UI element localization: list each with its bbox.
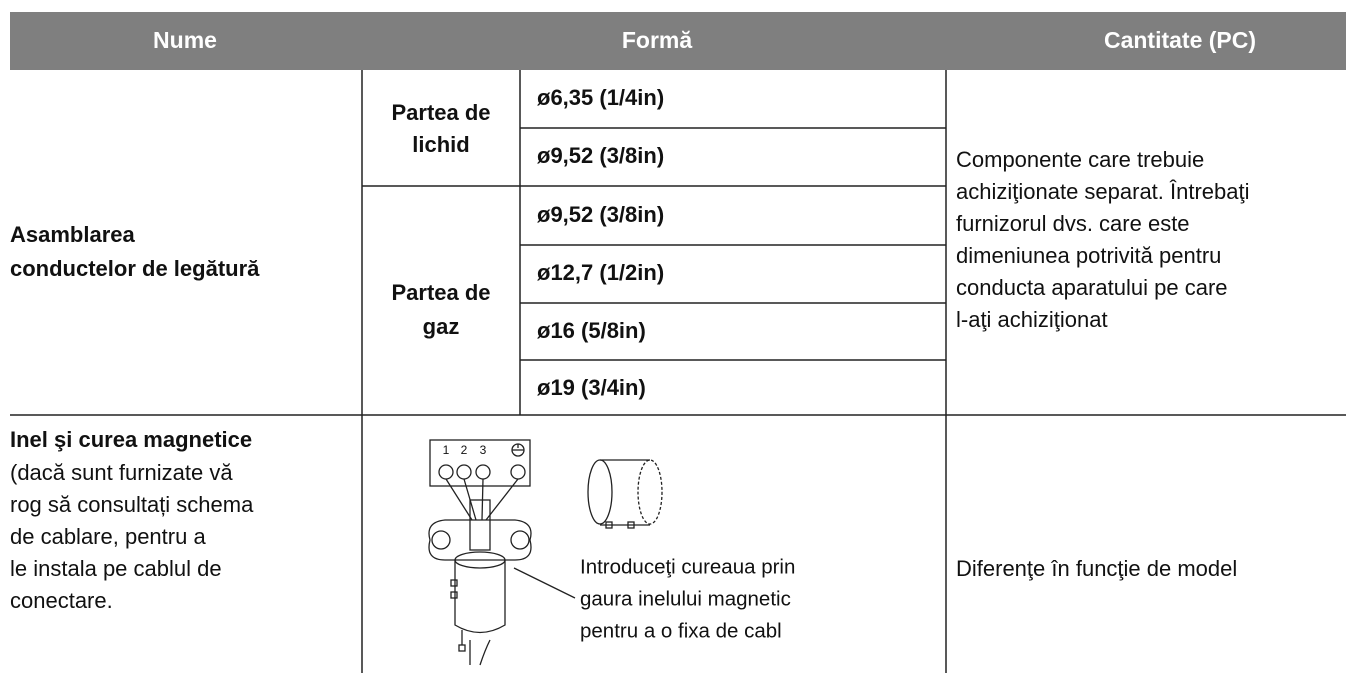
grid <box>10 70 1346 673</box>
cell-text: ø6,35 (1/4in) <box>537 85 664 110</box>
cell-text: conductelor de legătură <box>10 256 260 281</box>
header-bar <box>10 12 1346 70</box>
caption: gaura inelului magnetic <box>580 587 791 610</box>
cell-text: ø12,7 (1/2in) <box>537 260 664 285</box>
cell-text: ø9,52 (3/8in) <box>537 202 664 227</box>
cell-text: l-aţi achiziţionat <box>956 307 1108 332</box>
terminal-label: 3 <box>480 443 487 457</box>
cell-text: Partea de <box>391 280 490 305</box>
cell-text: de cablare, pentru a <box>10 524 206 549</box>
cell-text: dimeniunea potrivită pentru <box>956 243 1221 268</box>
cell-text: ø9,52 (3/8in) <box>537 143 664 168</box>
header-cell: Formă <box>622 27 693 53</box>
terminal-label: 2 <box>461 443 468 457</box>
cell-text: Componente care trebuie <box>956 147 1204 172</box>
cell-text: rog să consultați schema <box>10 492 254 517</box>
caption: pentru a o fixa de cabl <box>580 619 782 642</box>
cell-text: le instala pe cablul de <box>10 556 222 581</box>
cell-text: Partea de <box>391 100 490 125</box>
cell-text: ø19 (3/4in) <box>537 375 646 400</box>
cell-text: lichid <box>412 132 469 157</box>
caption: Introduceţi cureaua prin <box>580 555 795 578</box>
header-cell: Nume <box>153 27 217 53</box>
cell-text: conectare. <box>10 588 113 613</box>
cell-text: gaz <box>423 314 460 339</box>
cell-text: ø16 (5/8in) <box>537 318 646 343</box>
header-cell: Cantitate (PC) <box>1104 27 1256 53</box>
cell-text: Asamblarea <box>10 222 136 247</box>
cell-text: (dacă sunt furnizate vă <box>10 460 233 485</box>
cell-text: conducta aparatului pe care <box>956 275 1228 300</box>
diagram: 1 2 3 <box>428 439 663 666</box>
cell-text: Inel şi curea magnetice <box>10 427 252 452</box>
cell-text: achiziţionate separat. Întrebaţi <box>956 179 1250 204</box>
cell-text: furnizorul dvs. care este <box>956 211 1190 236</box>
terminal-label: 1 <box>443 443 450 457</box>
cell-text: Diferenţe în funcţie de model <box>956 556 1237 581</box>
